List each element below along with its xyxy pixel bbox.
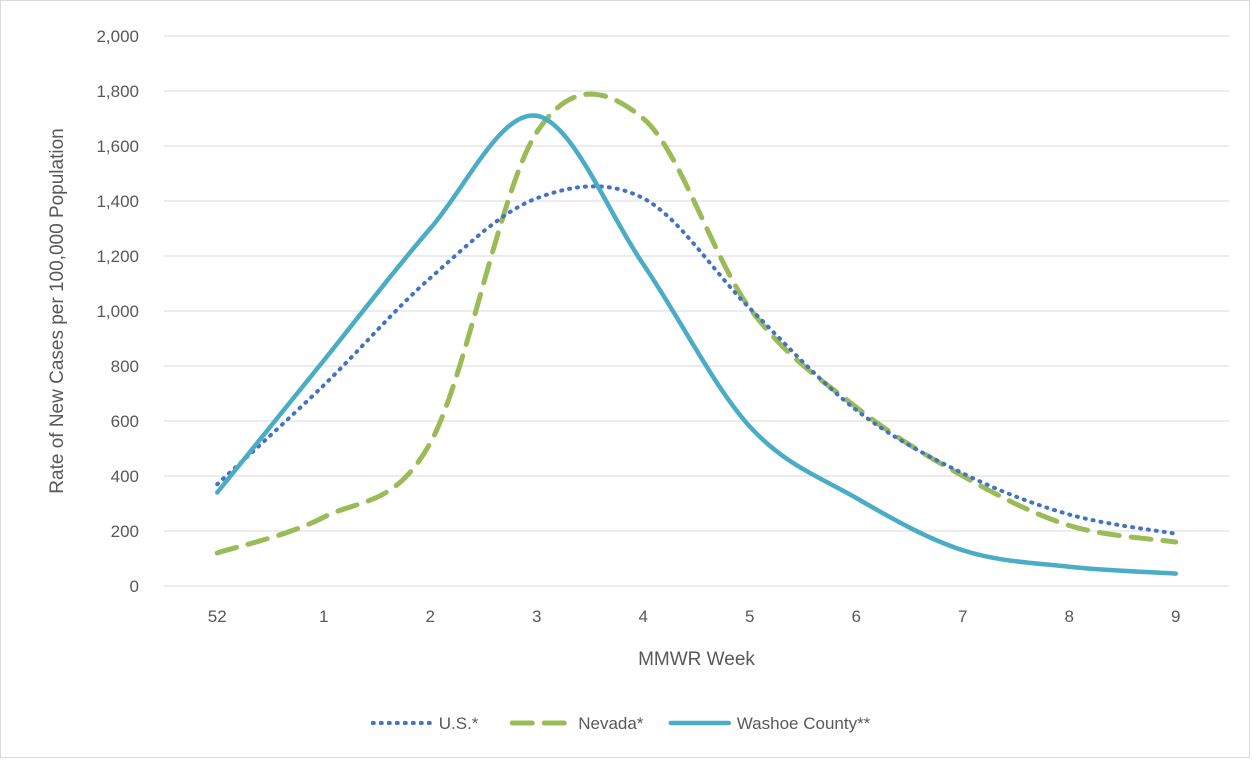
y-tick-label: 1,000 bbox=[96, 302, 139, 321]
x-tick-label: 4 bbox=[639, 607, 648, 626]
y-axis-ticks: 0 200 400 600 800 1,000 1,200 1,400 1,600 1,800 2,… bbox=[96, 27, 139, 596]
x-axis-ticks: 52 1 2 3 4 5 6 7 8 9 bbox=[208, 607, 1181, 626]
y-tick-label: 1,200 bbox=[96, 247, 139, 266]
x-tick-label: 1 bbox=[319, 607, 328, 626]
y-tick-label: 1,600 bbox=[96, 137, 139, 156]
y-tick-label: 1,800 bbox=[96, 82, 139, 101]
x-tick-label: 7 bbox=[958, 607, 967, 626]
x-tick-label: 9 bbox=[1171, 607, 1180, 626]
x-tick-label: 8 bbox=[1065, 607, 1074, 626]
legend-item: Washoe County** bbox=[668, 714, 871, 733]
x-tick-label: 3 bbox=[532, 607, 541, 626]
series-lines bbox=[214, 91, 1179, 576]
x-axis-title: MMWR Week bbox=[638, 649, 755, 670]
x-tick-label: 5 bbox=[745, 607, 754, 626]
legend-item: Nevada* bbox=[509, 714, 644, 733]
x-tick-label: 6 bbox=[852, 607, 861, 626]
series-line-nevada bbox=[214, 91, 1179, 556]
series-line-washoe-county bbox=[215, 113, 1178, 576]
y-tick-label: 800 bbox=[111, 357, 139, 376]
legend-label: Washoe County** bbox=[737, 714, 871, 733]
gridlines bbox=[164, 35, 1229, 587]
y-tick-label: 600 bbox=[111, 412, 139, 431]
y-tick-label: 0 bbox=[130, 577, 139, 596]
legend-label: Nevada* bbox=[578, 714, 644, 733]
legend-label: U.S.* bbox=[439, 714, 479, 733]
legend-item: U.S.* bbox=[370, 714, 479, 733]
legend: U.S.* Nevada* Washoe County** bbox=[370, 714, 871, 733]
series-line-u-s bbox=[215, 184, 1178, 536]
y-tick-label: 2,000 bbox=[96, 27, 139, 46]
y-axis-title: Rate of New Cases per 100,000 Population bbox=[47, 128, 68, 493]
x-tick-label: 52 bbox=[208, 607, 227, 626]
y-tick-label: 1,400 bbox=[96, 192, 139, 211]
y-tick-label: 200 bbox=[111, 522, 139, 541]
x-tick-label: 2 bbox=[426, 607, 435, 626]
y-tick-label: 400 bbox=[111, 467, 139, 486]
